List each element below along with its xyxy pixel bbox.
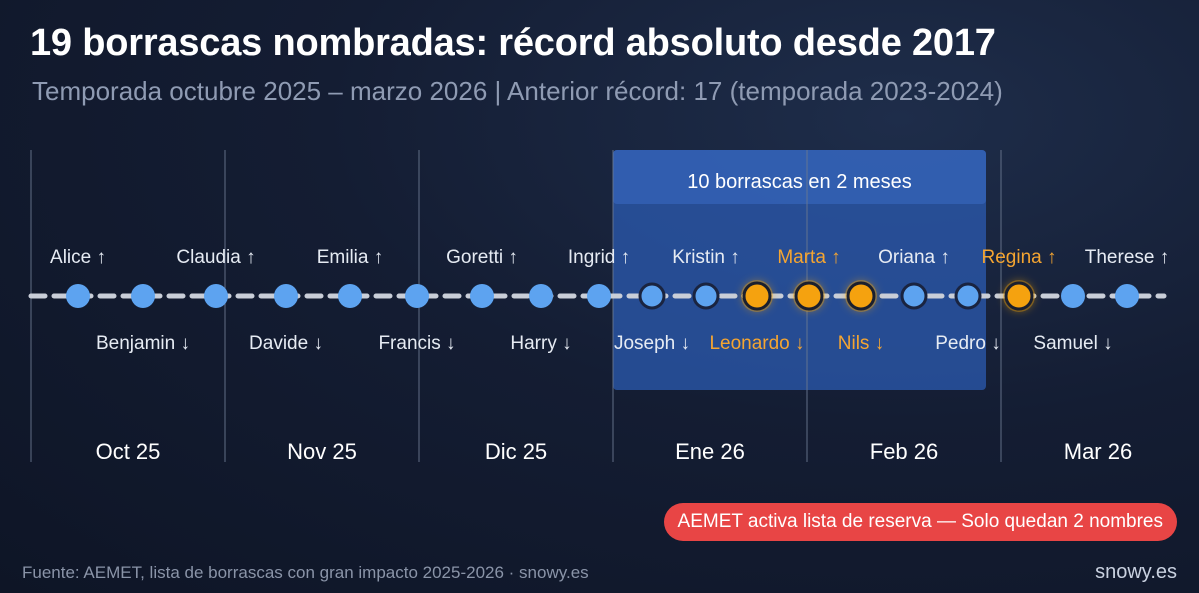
storm-label: Harry ↓ (510, 333, 571, 354)
storm-label: Pedro ↓ (935, 333, 1000, 354)
highlight-band (613, 150, 986, 390)
brand-label: snowy.es (1095, 561, 1177, 583)
source-note: Fuente: AEMET, lista de borrascas con gr… (22, 563, 589, 582)
month-label: Nov 25 (287, 439, 357, 464)
storm-label: Benjamin ↓ (96, 333, 190, 354)
storm-label: Oriana ↑ (878, 247, 950, 268)
storm-label: Leonardo ↓ (709, 333, 804, 354)
storm-point (66, 284, 90, 308)
highlight-band-header (613, 150, 986, 204)
month-label: Feb 26 (870, 439, 939, 464)
storm-label: Emilia ↑ (317, 247, 384, 268)
storm-point (470, 284, 494, 308)
storm-point (131, 284, 155, 308)
storm-label: Joseph ↓ (614, 333, 690, 354)
chart-subtitle: Temporada octubre 2025 – marzo 2026 | An… (32, 76, 1003, 106)
storm-point (405, 284, 429, 308)
reserve-list-alert-badge: AEMET activa lista de reserva — Solo que… (663, 503, 1177, 541)
storm-point (900, 282, 928, 310)
storm-point (338, 284, 362, 308)
storm-label: Therese ↑ (1085, 247, 1169, 268)
storm-label: Goretti ↑ (446, 247, 518, 268)
storm-point (587, 284, 611, 308)
month-label: Oct 25 (96, 439, 161, 464)
highlight-band-label: 10 borrascas en 2 meses (687, 171, 912, 193)
storm-label: Alice ↑ (50, 247, 106, 268)
month-label: Ene 26 (675, 439, 745, 464)
month-label: Mar 26 (1064, 439, 1132, 464)
storm-point (274, 284, 298, 308)
storm-label: Regina ↑ (982, 247, 1057, 268)
storm-point (204, 284, 228, 308)
storm-label: Claudia ↑ (176, 247, 255, 268)
storm-point (1115, 284, 1139, 308)
storm-label: Nils ↓ (838, 333, 884, 354)
storm-point (638, 282, 666, 310)
storm-point (1061, 284, 1085, 308)
month-label: Dic 25 (485, 439, 547, 464)
storm-label: Ingrid ↑ (568, 247, 630, 268)
storm-timeline: 10 borrascas en 2 meses Oct 25 Nov 25 Dic 2… (28, 150, 1169, 464)
storm-point-highlight (794, 281, 824, 311)
storm-label: Davide ↓ (249, 333, 323, 354)
storm-point (692, 282, 720, 310)
storm-label: Samuel ↓ (1033, 333, 1112, 354)
chart-title: 19 borrascas nombradas: récord absoluto … (30, 22, 996, 64)
storm-point-highlight (1004, 281, 1034, 311)
storm-label: Marta ↑ (777, 247, 840, 268)
storm-point-highlight (742, 281, 772, 311)
storm-point-highlight (846, 281, 876, 311)
storm-point (529, 284, 553, 308)
storm-label: Francis ↓ (378, 333, 455, 354)
storm-point (954, 282, 982, 310)
storm-label: Kristin ↑ (672, 247, 740, 268)
